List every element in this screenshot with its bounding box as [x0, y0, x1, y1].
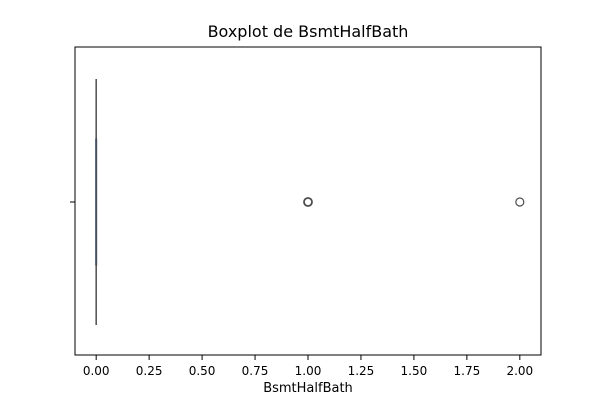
chart-title: Boxplot de BsmtHalfBath [207, 22, 409, 41]
x-axis-ticks: 0.00 0.25 0.50 0.75 1.00 1.25 1.50 1.75 2.00 [83, 355, 533, 378]
x-tick-label: 0.75 [242, 364, 269, 378]
x-tick-label: 0.50 [189, 364, 216, 378]
x-tick-label: 0.00 [83, 364, 110, 378]
x-tick-label: 1.50 [401, 364, 428, 378]
x-tick-label: 1.25 [348, 364, 375, 378]
box-group [95, 79, 98, 325]
x-axis-label: BsmtHalfBath [263, 381, 353, 396]
x-tick-label: 1.75 [454, 364, 481, 378]
x-tick-label: 0.25 [136, 364, 163, 378]
plot-area-frame [74, 46, 542, 356]
outlier-point [303, 197, 313, 207]
x-tick-label: 1.00 [295, 364, 322, 378]
outlier-group [303, 197, 525, 207]
x-tick-label: 2.00 [506, 364, 533, 378]
outlier-point [515, 197, 525, 207]
